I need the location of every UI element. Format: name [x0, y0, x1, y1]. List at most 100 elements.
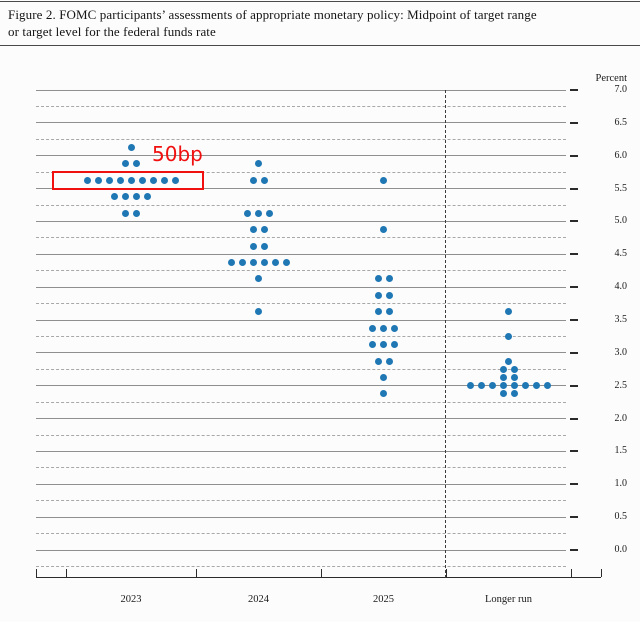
- y-axis-tick-label: 2.0: [614, 412, 628, 424]
- y-axis-tick-label: 3.5: [614, 314, 628, 325]
- projection-dot: [374, 291, 382, 299]
- projection-dot: [505, 332, 512, 340]
- x-axis-tick: [196, 569, 197, 577]
- projection-dot: [369, 341, 376, 349]
- y-axis-tick-label: 5.5: [614, 182, 628, 194]
- y-axis-tick: [570, 220, 578, 223]
- y-axis-tick: [570, 351, 578, 354]
- projection-dot: [543, 382, 551, 390]
- gridline-solid: [36, 188, 566, 190]
- gridline-solid: [36, 418, 566, 420]
- gridline-solid: [36, 450, 566, 452]
- projection-dot: [122, 209, 129, 217]
- projection-dot: [521, 382, 529, 390]
- projection-dot: [260, 176, 268, 184]
- projection-dot: [144, 193, 151, 201]
- projection-dot: [111, 193, 118, 201]
- projection-dot: [374, 357, 382, 365]
- annotation-50bp-label: 50bp: [152, 142, 203, 166]
- category-separator-line: [445, 90, 446, 578]
- projection-dot: [260, 259, 268, 266]
- projection-dot: [385, 357, 393, 365]
- projection-dot: [505, 357, 512, 365]
- gridline-solid: [36, 89, 566, 91]
- projection-dot: [385, 308, 393, 316]
- projection-dot: [369, 324, 376, 332]
- projection-dot: [380, 176, 387, 184]
- x-axis-tick: [446, 569, 447, 577]
- projection-dot: [510, 374, 518, 381]
- y-axis-tick-label: 6.5: [614, 116, 628, 128]
- projection-dot: [499, 365, 507, 373]
- projection-dot: [122, 193, 129, 201]
- projection-dot: [122, 160, 129, 168]
- y-axis-tick: [570, 187, 578, 190]
- projection-dot: [282, 259, 290, 266]
- projection-dot: [380, 324, 387, 332]
- gridline-solid: [36, 155, 566, 157]
- projection-dot: [385, 291, 393, 299]
- gridline-dashed: [36, 500, 566, 502]
- projection-dot: [83, 176, 91, 184]
- y-axis-tick: [570, 89, 578, 91]
- gridline-solid: [36, 286, 566, 288]
- gridline-solid: [36, 220, 566, 222]
- gridline-solid: [36, 352, 566, 354]
- projection-dot: [127, 176, 135, 184]
- projection-dot: [380, 390, 387, 398]
- gridline-dashed: [36, 237, 566, 239]
- projection-dot: [149, 176, 157, 184]
- gridline-dashed: [36, 171, 566, 173]
- gridline-solid: [36, 516, 566, 518]
- gridline-dashed: [36, 434, 566, 436]
- y-axis-tick-label: 5.0: [614, 215, 628, 227]
- projection-dot: [271, 259, 279, 266]
- gridline-solid: [36, 549, 566, 551]
- median-highlight-box: [52, 171, 204, 190]
- gridline-dashed: [36, 533, 566, 535]
- y-axis-tick: [570, 516, 578, 519]
- y-axis-tick-label: 0.5: [614, 511, 628, 523]
- y-axis-tick-label: 7.0: [614, 84, 628, 95]
- projection-dot: [116, 176, 124, 184]
- gridline-dashed: [36, 204, 566, 206]
- projection-dot: [499, 390, 507, 398]
- projection-dot: [133, 193, 140, 201]
- projection-dot: [260, 242, 268, 250]
- projection-dot: [133, 160, 140, 168]
- gridline-solid: [36, 385, 566, 387]
- projection-dot: [133, 209, 140, 217]
- y-axis-tick: [570, 384, 578, 387]
- y-axis-tick: [570, 319, 578, 321]
- y-axis-tick: [570, 121, 578, 124]
- y-axis-tick-label: 4.5: [614, 248, 628, 260]
- projection-dot: [249, 242, 257, 250]
- x-category-label: 2024: [248, 594, 269, 605]
- y-axis-tick: [570, 286, 578, 289]
- gridline-dashed: [36, 401, 566, 403]
- projection-dot: [385, 275, 393, 283]
- x-axis-tick: [36, 569, 37, 577]
- gridline-dashed: [36, 105, 566, 107]
- y-axis-tick: [570, 483, 578, 486]
- projection-dot: [266, 209, 273, 217]
- y-axis-tick-label: 2.5: [614, 379, 628, 391]
- projection-dot: [477, 382, 485, 390]
- caption-top-rule: [0, 1, 640, 2]
- projection-dot: [244, 209, 251, 217]
- y-axis-tick: [570, 253, 578, 256]
- projection-dot: [510, 382, 518, 390]
- projection-dot: [255, 275, 262, 283]
- y-axis-tick-label: 6.0: [614, 149, 628, 161]
- gridline-dashed: [36, 368, 566, 370]
- gridline-dashed: [36, 335, 566, 337]
- y-axis-tick-label: 3.0: [614, 346, 628, 358]
- projection-dot: [505, 308, 512, 316]
- gridline-solid: [36, 122, 566, 124]
- x-axis-tick: [321, 569, 322, 577]
- projection-dot: [138, 176, 146, 184]
- y-axis-tick: [570, 450, 578, 453]
- y-axis-tick-label: 0.0: [614, 544, 628, 555]
